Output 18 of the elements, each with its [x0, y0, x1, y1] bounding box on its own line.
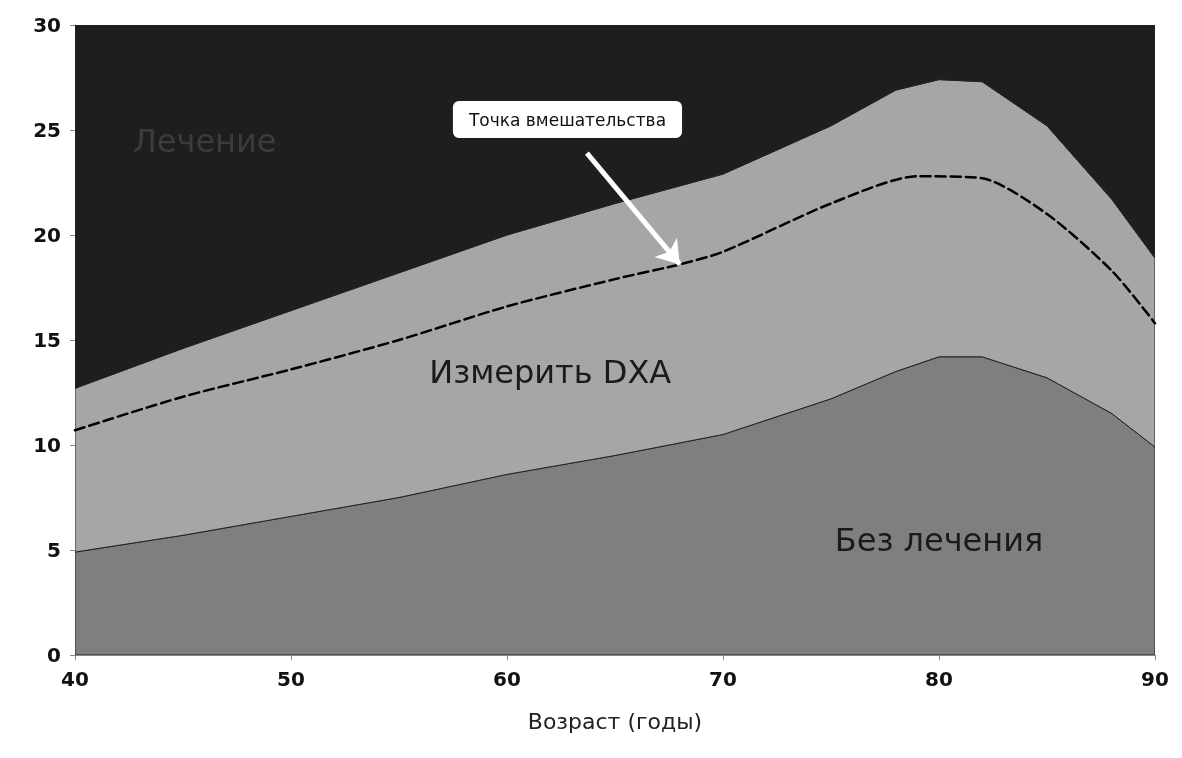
y-tick-label: 10	[33, 433, 61, 457]
y-tick-label: 0	[47, 643, 61, 667]
y-tick-label: 20	[33, 223, 61, 247]
x-tick-label: 50	[277, 667, 305, 691]
y-tick-label: 30	[33, 13, 61, 37]
x-tick-label: 60	[493, 667, 521, 691]
x-tick-label: 40	[61, 667, 89, 691]
series-label: Без лечения	[834, 520, 1044, 559]
x-tick-label: 80	[925, 667, 953, 691]
y-tick-label: 5	[47, 538, 61, 562]
y-tick-label: 15	[33, 328, 61, 352]
x-tick-label: 70	[709, 667, 737, 691]
annotation: Точка вмешательства	[467, 109, 667, 130]
line-series	[73, 174, 1157, 432]
x-tick-label: 90	[1141, 667, 1169, 691]
x-axis-title: Возраст (годы)	[527, 708, 703, 734]
series-label: Измерить DXA	[429, 352, 672, 391]
y-tick-label: 25	[33, 118, 61, 142]
